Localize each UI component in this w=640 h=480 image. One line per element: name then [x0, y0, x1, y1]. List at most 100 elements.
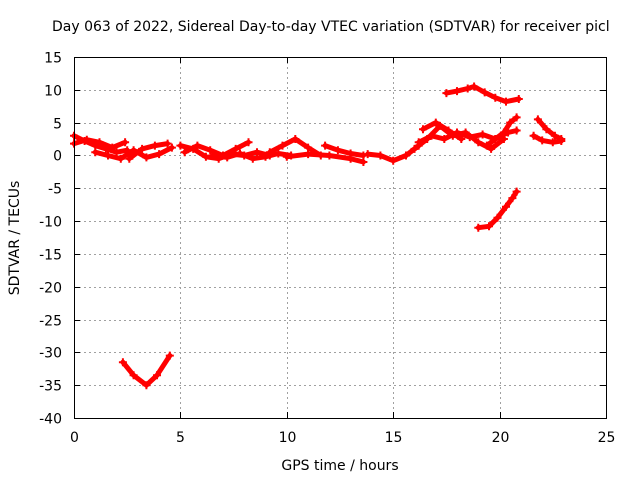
data-point: [153, 371, 161, 380]
series-line-sat-t: [120, 353, 173, 388]
data-point: [265, 148, 274, 157]
y-tick-label: -5: [48, 182, 62, 198]
data-point: [480, 88, 489, 97]
series-line-sat-n: [420, 120, 464, 142]
data-point: [529, 131, 538, 140]
data-point: [118, 358, 127, 367]
series-line-sat-q: [475, 189, 520, 231]
data-point: [129, 371, 138, 380]
y-tick-label: -20: [39, 281, 62, 297]
series-line-sat-d: [126, 141, 171, 162]
plot-frame: [74, 57, 607, 419]
data-point: [274, 149, 283, 158]
data-point: [91, 148, 100, 157]
data-point: [150, 141, 159, 150]
data-point: [201, 152, 210, 161]
data-point: [512, 113, 521, 122]
data-point: [142, 381, 151, 390]
data-point: [82, 135, 91, 144]
data-point: [333, 146, 342, 155]
data-point: [155, 150, 164, 159]
data-point: [548, 138, 557, 147]
y-tick-label: -15: [39, 248, 62, 264]
data-point: [291, 135, 300, 143]
data-point: [176, 141, 185, 150]
data-point: [253, 148, 261, 157]
data-point: [423, 135, 432, 143]
data-point: [478, 130, 487, 139]
y-tick-label: -10: [39, 215, 62, 231]
data-point: [346, 149, 355, 158]
y-tick-label: 5: [53, 117, 62, 133]
data-point: [261, 152, 270, 161]
data-point: [167, 143, 176, 152]
data-point: [108, 143, 117, 152]
data-point: [363, 150, 372, 159]
data-point: [444, 126, 453, 135]
data-point: [125, 154, 134, 163]
data-point: [223, 153, 232, 162]
y-tick-label: 15: [44, 51, 62, 67]
y-tick-label: -30: [39, 346, 62, 362]
data-point: [538, 136, 547, 145]
data-point: [193, 141, 202, 150]
y-tick-label: -35: [39, 379, 62, 395]
data-point: [512, 126, 521, 135]
series-line-sat-m: [412, 123, 507, 152]
data-point: [321, 141, 330, 150]
y-tick-label: 10: [44, 84, 62, 100]
data-point: [163, 139, 172, 148]
data-point: [506, 118, 515, 127]
data-point: [231, 144, 240, 153]
data-point: [557, 137, 566, 145]
data-point: [431, 118, 440, 127]
data-point: [282, 152, 291, 161]
data-point: [244, 138, 253, 147]
data-point: [502, 202, 510, 211]
x-tick-label: 0: [70, 430, 79, 446]
data-point: [474, 223, 483, 232]
data-point: [138, 144, 147, 153]
data-point: [208, 151, 217, 160]
y-tick-label: -25: [39, 314, 62, 330]
data-point: [550, 131, 559, 140]
data-point: [410, 144, 419, 153]
data-point: [389, 156, 398, 165]
data-point: [278, 141, 287, 150]
data-point: [95, 138, 104, 147]
series-layer: [70, 82, 566, 390]
data-point: [482, 141, 491, 150]
y-tick-label: -40: [39, 412, 62, 428]
data-point: [325, 151, 334, 160]
data-point: [470, 82, 479, 91]
data-point: [457, 135, 466, 143]
data-point: [499, 128, 508, 137]
series-line-sat-r: [535, 116, 564, 142]
data-point: [180, 148, 189, 157]
data-point: [463, 84, 472, 93]
data-point: [508, 194, 517, 203]
data-point: [121, 138, 130, 147]
data-point: [514, 95, 523, 103]
data-point: [474, 138, 483, 147]
data-point: [402, 151, 410, 160]
x-tick-label: 5: [176, 430, 185, 446]
data-point: [440, 135, 449, 143]
data-point: [236, 149, 244, 158]
ticks: 0 5 10 15 20 25 15 10 5 0 -5 -10 -15 -20 -25 -30 -35 -40: [39, 51, 615, 447]
data-point: [376, 151, 385, 160]
data-point: [487, 144, 496, 153]
data-point: [419, 125, 427, 134]
data-point: [461, 128, 470, 137]
data-point: [142, 153, 151, 162]
data-point: [304, 150, 313, 159]
series-line-sat-s: [531, 133, 564, 145]
series-line-sat-f: [182, 139, 251, 158]
data-point: [248, 154, 257, 163]
data-point: [116, 154, 125, 163]
x-tick-label: 10: [279, 430, 297, 446]
series-line-sat-j: [322, 143, 366, 158]
data-point: [112, 148, 121, 157]
x-tick-label: 20: [492, 430, 510, 446]
x-tick-label: 25: [598, 430, 616, 446]
